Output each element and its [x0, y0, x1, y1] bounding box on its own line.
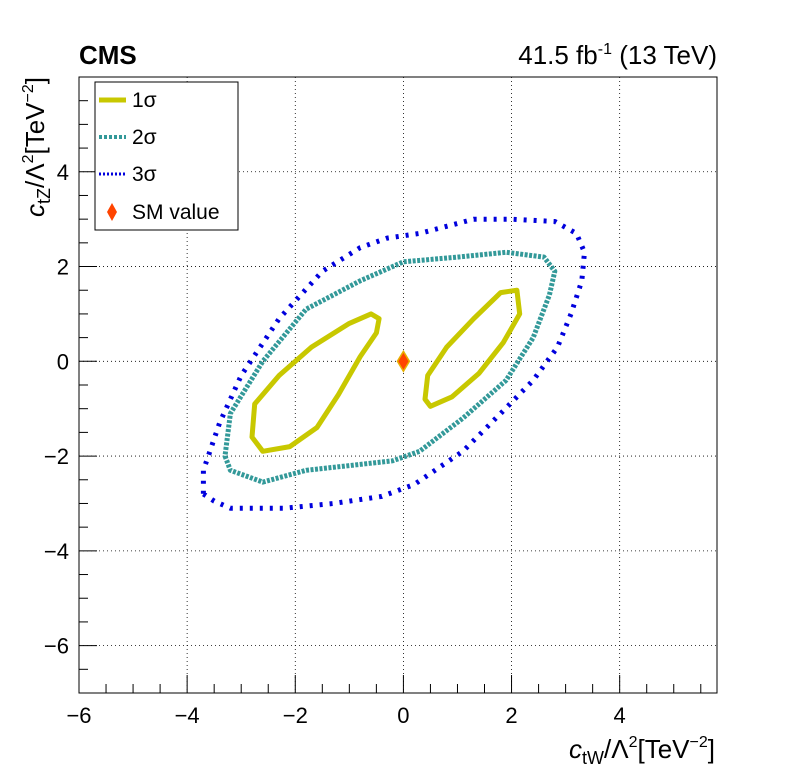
contour-1sigma-0 [249, 311, 382, 454]
legend-swatch-sm [107, 203, 117, 221]
x-tick-label: −6 [66, 703, 91, 728]
x-tick-label: −2 [283, 703, 308, 728]
lumi-value: 41.5 fb [518, 40, 598, 70]
y-tick-label: −4 [44, 539, 69, 564]
y-tick-label: 2 [57, 255, 69, 280]
axis-ticks: −6 −4 −2 0 2 4 −6 −4 −2 0 2 4 [44, 100, 702, 728]
energy-label: (13 TeV) [612, 40, 717, 70]
y-tick-label: 4 [57, 160, 69, 185]
y-axis-title: ctZ/Λ2[TeV−2] [20, 77, 54, 217]
y-tick-label: −6 [44, 634, 69, 659]
contour-1sigma-1 [422, 287, 523, 409]
legend-label-3sigma: 3σ [132, 163, 157, 186]
legend-label-sm: SM value [132, 201, 220, 224]
legend-box [94, 81, 239, 231]
x-tick-label: −4 [175, 703, 200, 728]
contour-layer [200, 216, 587, 511]
x-tick-label: 4 [614, 703, 626, 728]
y-tick-label: −2 [44, 444, 69, 469]
x-tick-label: 2 [505, 703, 517, 728]
y-tick-label: 0 [57, 349, 69, 374]
lumi-exponent: -1 [598, 41, 612, 58]
legend-label-2sigma: 2σ [132, 126, 157, 149]
x-tick-label: 0 [397, 703, 409, 728]
sm-value-marker [396, 349, 411, 373]
lumi-label: 41.5 fb-1 (13 TeV) [518, 40, 717, 70]
contour-2sigma-0 [222, 249, 558, 485]
grid-lines [79, 77, 717, 693]
legend: 1σ 2σ 3σ SM value [94, 81, 239, 231]
x-axis-title: ctW/Λ2[TeV−2] [569, 734, 715, 768]
legend-label-1sigma: 1σ [132, 89, 157, 112]
experiment-label: CMS [79, 40, 137, 70]
